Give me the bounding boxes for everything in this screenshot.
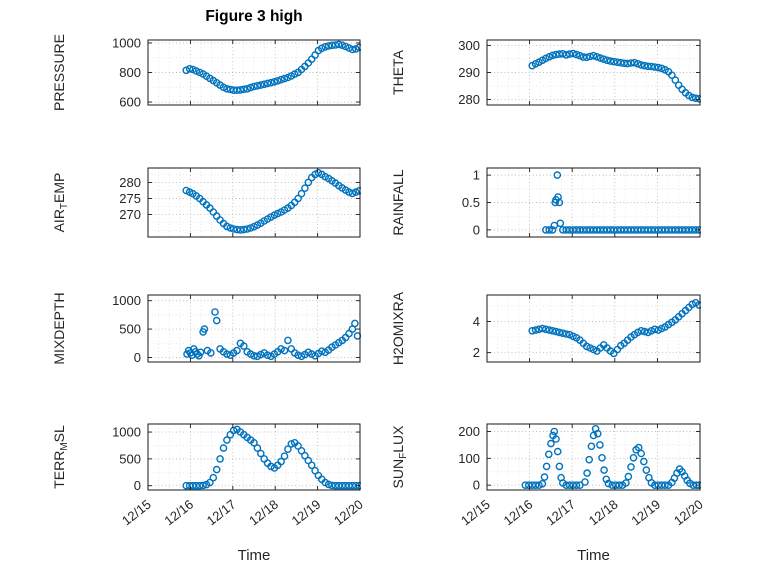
ytick-label: 2 — [473, 345, 480, 360]
subplot-RAINFALL: 0 0.5 1 RAINFALL — [390, 167, 701, 238]
subplot-H2OMIXRA: 2 4 H2OMIXRA — [390, 291, 701, 365]
ytick-label: 1000 — [112, 35, 141, 50]
xtick-label: 12/19 — [289, 497, 324, 529]
ytick-label: 270 — [119, 207, 141, 222]
ytick-label: 300 — [458, 38, 480, 53]
data-points-PRESSURE — [182, 40, 361, 94]
xtick-label: 12/18 — [246, 497, 281, 529]
data-points-THETA — [528, 49, 701, 103]
figure-title: Figure 3 high — [205, 8, 303, 25]
xtick-label: 12/15 — [119, 497, 154, 529]
data-points-MIXDEPTH — [183, 308, 361, 361]
data-points-TERR_MSL — [182, 425, 361, 490]
ytick-label: 0.5 — [462, 195, 480, 210]
xtick-label: 12/15 — [458, 497, 493, 529]
ytick-label: 800 — [119, 65, 141, 80]
xtick-label: 12/16 — [501, 497, 536, 529]
xtick-label: 12/20 — [671, 497, 706, 529]
ytick-label: 1000 — [112, 293, 141, 308]
data-points-SUN_FLUX — [521, 424, 701, 490]
ytick-label: 0 — [473, 478, 480, 493]
ytick-label: 290 — [458, 65, 480, 80]
ylabel-TERR_MSL: TERRMSL — [51, 425, 70, 489]
xtick-label: 12/19 — [628, 497, 663, 529]
xlabel-left: Time — [237, 547, 271, 564]
ytick-label: 600 — [119, 95, 141, 110]
xlabel-right: Time — [577, 547, 610, 564]
data-points-RAINFALL — [542, 171, 701, 234]
xtick-label: 12/18 — [586, 497, 621, 529]
ytick-label: 280 — [458, 92, 480, 107]
data-points-H2OMIXRA — [528, 298, 701, 358]
subplot-PRESSURE: 600 800 1000 PRESSURE — [51, 34, 361, 111]
xtick-label: 12/16 — [161, 497, 196, 529]
ylabel-THETA: THETA — [390, 49, 406, 95]
ylabel-RAINFALL: RAINFALL — [390, 169, 406, 235]
xtick-label: 12/17 — [543, 497, 578, 529]
data-points-AIR_TEMP — [182, 168, 361, 234]
ytick-label: 4 — [473, 314, 480, 329]
xtick-label: 12/20 — [331, 497, 366, 529]
ytick-label: 200 — [458, 424, 480, 439]
ytick-label: 280 — [119, 175, 141, 190]
ytick-label: 0 — [134, 478, 141, 493]
ylabel-PRESSURE: PRESSURE — [51, 34, 67, 111]
ytick-label: 275 — [119, 191, 141, 206]
ylabel-SUN_FLUX: SUNFLUX — [390, 425, 409, 489]
ytick-label: 1000 — [112, 425, 141, 440]
subplot-MIXDEPTH: 0 500 1000 MIXDEPTH — [51, 292, 361, 365]
ytick-label: 100 — [458, 451, 480, 466]
ytick-label: 500 — [119, 451, 141, 466]
subplot-THETA: 280 290 300 THETA — [390, 38, 701, 107]
subplot-TERR_MSL: 0 500 1000 12/15 12/16 12/17 12/18 12/19 12/20 TE… — [51, 423, 366, 529]
ytick-label: 1 — [473, 168, 480, 183]
ytick-label: 0 — [473, 222, 480, 237]
xtick-label: 12/17 — [204, 497, 239, 529]
ylabel-MIXDEPTH: MIXDEPTH — [51, 292, 67, 364]
ylabel-AIR_TEMP: AIRTEMP — [51, 173, 70, 233]
ytick-label: 0 — [134, 350, 141, 365]
subplot-SUN_FLUX: 0 100 200 12/15 12/16 12/17 12/18 12/19 12/20 SUN… — [390, 423, 706, 529]
ylabel-H2OMIXRA: H2OMIXRA — [390, 291, 406, 365]
ytick-label: 500 — [119, 322, 141, 337]
